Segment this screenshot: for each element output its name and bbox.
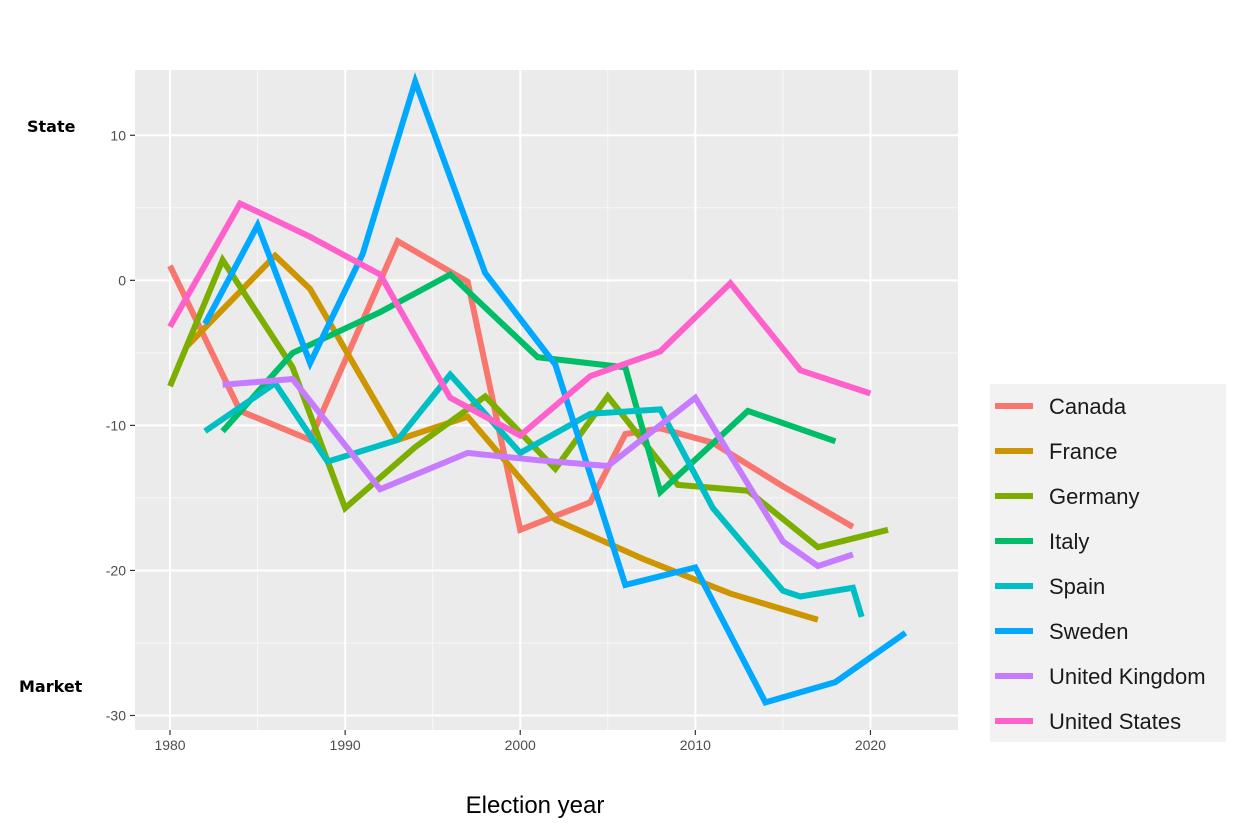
legend-label-sweden: Sweden [1049, 619, 1129, 644]
x-tick-label: 2010 [680, 737, 711, 753]
y-label-bottom: Market [19, 677, 83, 696]
x-tick-label: 2020 [855, 737, 886, 753]
y-tick-label: -20 [106, 562, 126, 578]
legend-label-united-states: United States [1049, 709, 1181, 734]
x-axis: 1980 1990 2000 2010 2020 [154, 730, 886, 753]
legend-label-spain: Spain [1049, 574, 1105, 599]
legend-label-united-kingdom: United Kingdom [1049, 664, 1206, 689]
series-layer [167, 72, 908, 706]
y-tick-label: -30 [106, 707, 126, 723]
legend-label-canada: Canada [1049, 394, 1127, 419]
legend-label-italy: Italy [1049, 529, 1089, 554]
series-line-united-kingdom [222, 375, 854, 570]
legend-label-france: France [1049, 439, 1117, 464]
legend-background [990, 384, 1226, 742]
y-axis: 10 0 -10 -20 -30 [106, 127, 135, 723]
y-tick-label: 0 [118, 272, 126, 288]
plot-panel [135, 70, 958, 730]
x-tick-label: 1980 [154, 737, 185, 753]
series-line-sweden [202, 72, 908, 706]
y-tick-label: 10 [110, 127, 126, 143]
major-gridlines [135, 70, 958, 730]
x-tick-label: 1990 [330, 737, 361, 753]
series-line-united-states [167, 199, 872, 440]
legend: Canada France Germany Italy Spain Sweden Unite… [990, 384, 1226, 742]
x-axis-title: Election year [466, 792, 605, 819]
series-line-spain [203, 369, 865, 618]
legend-label-germany: Germany [1049, 484, 1139, 509]
y-tick-label: -10 [106, 417, 126, 433]
x-tick-label: 2000 [505, 737, 536, 753]
y-label-top: State [27, 117, 76, 136]
